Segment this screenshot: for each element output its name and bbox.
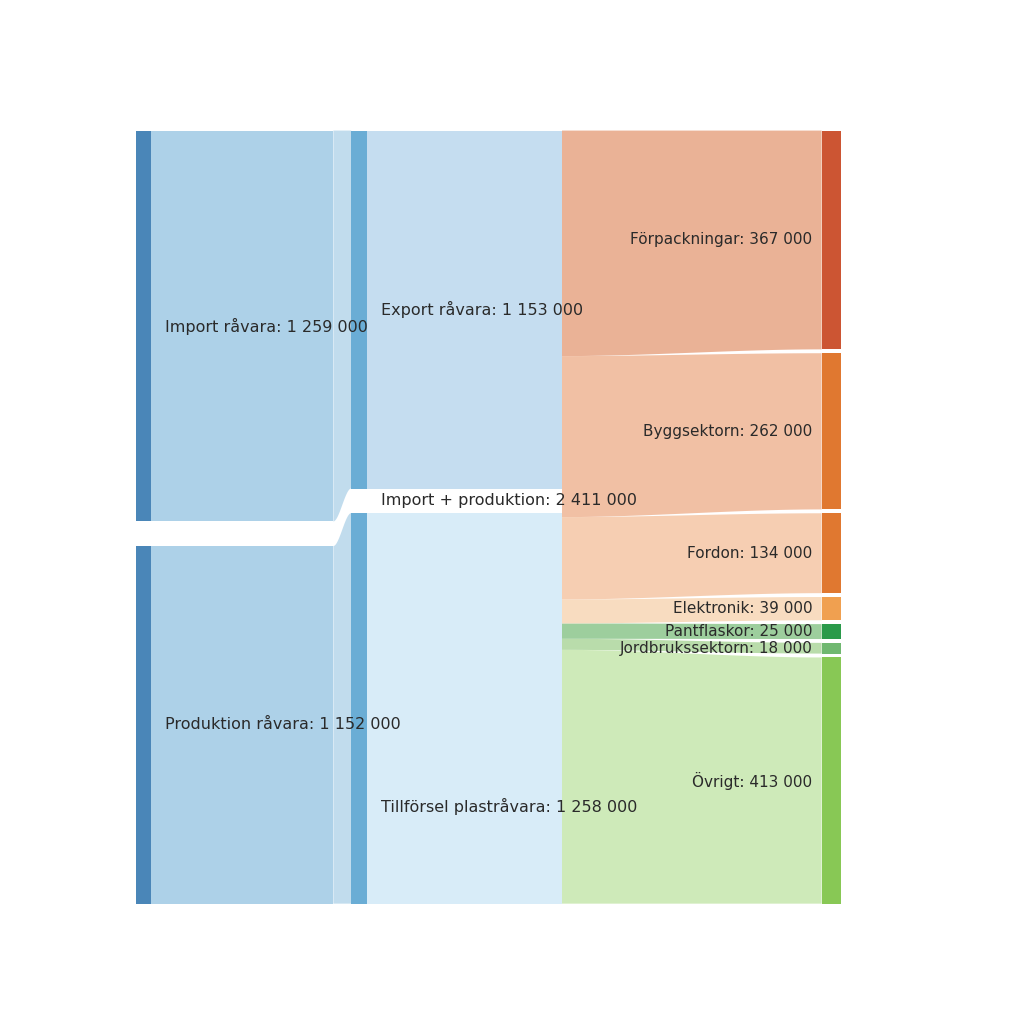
Bar (821, 597, 841, 621)
Polygon shape (334, 131, 351, 521)
Text: Import + produktion: 2 411 000: Import + produktion: 2 411 000 (381, 494, 637, 508)
Polygon shape (562, 650, 821, 903)
Polygon shape (562, 513, 821, 599)
Text: Elektronik: 39 000: Elektronik: 39 000 (673, 601, 812, 616)
Bar (821, 624, 841, 639)
Polygon shape (562, 131, 821, 356)
Polygon shape (562, 353, 821, 517)
Bar (367, 513, 562, 903)
Text: Byggsektorn: 262 000: Byggsektorn: 262 000 (643, 424, 812, 439)
Text: Övrigt: 413 000: Övrigt: 413 000 (692, 771, 812, 790)
Bar (136, 131, 152, 521)
Bar (152, 131, 334, 521)
Bar (821, 131, 841, 349)
Text: Produktion råvara: 1 152 000: Produktion råvara: 1 152 000 (165, 718, 401, 732)
Polygon shape (562, 639, 821, 653)
Polygon shape (334, 513, 351, 903)
Bar (821, 657, 841, 903)
Text: Jordbrukssektorn: 18 000: Jordbrukssektorn: 18 000 (620, 641, 812, 655)
Text: Export råvara: 1 153 000: Export råvara: 1 153 000 (381, 301, 583, 318)
Text: Tillförsel plastråvara: 1 258 000: Tillförsel plastråvara: 1 258 000 (381, 798, 637, 814)
Bar (136, 546, 152, 903)
Polygon shape (562, 624, 821, 639)
Bar (821, 353, 841, 509)
Text: Import råvara: 1 259 000: Import råvara: 1 259 000 (165, 317, 368, 335)
Bar (152, 546, 334, 903)
Polygon shape (562, 597, 821, 624)
Bar (351, 513, 367, 903)
Text: Förpackningar: 367 000: Förpackningar: 367 000 (630, 232, 812, 248)
Bar (351, 131, 367, 488)
Bar (821, 643, 841, 653)
Bar (367, 131, 562, 488)
Text: Pantflaskor: 25 000: Pantflaskor: 25 000 (665, 624, 812, 639)
Text: Fordon: 134 000: Fordon: 134 000 (687, 546, 812, 561)
Bar (821, 513, 841, 593)
